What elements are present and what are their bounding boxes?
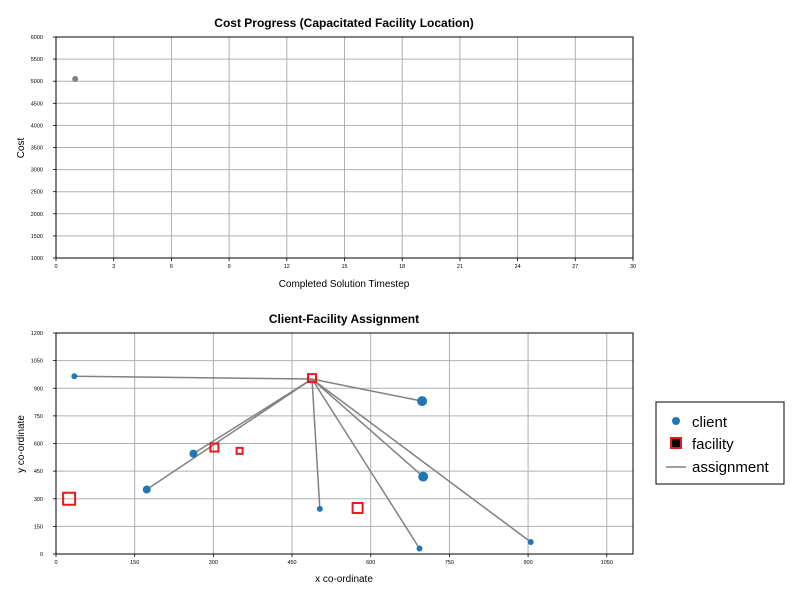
- x-tick-label: 300: [209, 560, 218, 566]
- y-tick-label: 150: [34, 524, 43, 530]
- y-tick-label: 0: [40, 552, 43, 558]
- assignment-lines: [74, 375, 532, 549]
- assignment-line: [311, 378, 532, 543]
- y-tick-label: 5000: [31, 79, 43, 85]
- x-tick-label: 9: [228, 264, 231, 270]
- x-tick-label: 30: [630, 264, 636, 270]
- cost-chart-title: Cost Progress (Capacitated Facility Loca…: [214, 16, 473, 30]
- assignment-chart-xlabel: x co-ordinate: [315, 574, 373, 585]
- assignment-chart-frame: [55, 332, 634, 555]
- facility-marker: [235, 446, 244, 455]
- x-tick-label: 1050: [601, 560, 613, 566]
- x-tick-label: 24: [515, 264, 521, 270]
- assignment-chart-title: Client-Facility Assignment: [269, 312, 419, 326]
- assignment-chart-ticks: 0 150 300 450 600 750 900 1050 0 150 300 450 600 750 9…: [31, 331, 613, 566]
- y-tick-label: 1000: [31, 256, 43, 262]
- assignment-line: [74, 375, 312, 380]
- assignment-chart-ylabel: y co-ordinate: [16, 415, 27, 473]
- assignment-chart: Client-Facility Assignment 0 150 300 450 600…: [16, 312, 634, 585]
- y-tick-label: 2500: [31, 190, 43, 196]
- x-tick-label: 15: [341, 264, 347, 270]
- client-point: [527, 539, 534, 546]
- assignment-line: [311, 378, 424, 478]
- facility-points: [62, 373, 364, 514]
- client-point: [189, 449, 198, 458]
- cost-chart-xlabel: Completed Solution Timestep: [279, 279, 410, 290]
- client-point: [418, 471, 429, 482]
- cost-point: [72, 75, 79, 82]
- client-points: [71, 373, 534, 552]
- y-tick-label: 3500: [31, 146, 43, 152]
- y-tick-label: 5500: [31, 57, 43, 63]
- legend-facility-marker: [670, 437, 682, 449]
- x-tick-label: 450: [287, 560, 296, 566]
- x-tick-label: 27: [572, 264, 578, 270]
- client-point: [416, 545, 423, 552]
- x-tick-label: 150: [130, 560, 139, 566]
- legend: client facility assignment: [655, 401, 785, 485]
- legend-facility-label: facility: [692, 436, 734, 453]
- assignment-line: [311, 378, 421, 549]
- client-point: [316, 505, 323, 512]
- cost-chart-ylabel: Cost: [16, 137, 27, 158]
- assignment-line: [311, 378, 423, 402]
- y-tick-label: 4500: [31, 101, 43, 107]
- legend-client-label: client: [692, 414, 728, 431]
- assignment-chart-grid: [55, 332, 633, 555]
- x-tick-label: 18: [399, 264, 405, 270]
- y-tick-label: 300: [34, 497, 43, 503]
- facility-marker: [351, 501, 364, 514]
- x-tick-label: 900: [523, 560, 532, 566]
- facility-marker: [209, 442, 220, 453]
- x-tick-label: 750: [445, 560, 454, 566]
- cost-progress-chart: Cost Progress (Capacitated Facility Loca…: [16, 16, 636, 290]
- x-tick-label: 3: [112, 264, 115, 270]
- x-tick-label: 0: [54, 560, 57, 566]
- y-tick-label: 1500: [31, 234, 43, 240]
- x-tick-label: 600: [366, 560, 375, 566]
- y-tick-label: 600: [34, 442, 43, 448]
- client-point: [71, 373, 78, 380]
- cost-chart-grid: [55, 36, 634, 259]
- facility-marker: [306, 373, 317, 384]
- y-tick-label: 450: [34, 469, 43, 475]
- client-point: [417, 396, 428, 407]
- assignment-line: [311, 378, 321, 509]
- client-point: [142, 485, 151, 494]
- y-tick-label: 900: [34, 386, 43, 392]
- y-tick-label: 2000: [31, 212, 43, 218]
- x-tick-label: 12: [284, 264, 290, 270]
- x-tick-label: 0: [54, 264, 57, 270]
- cost-chart-frame: [55, 36, 634, 259]
- x-tick-label: 6: [170, 264, 173, 270]
- cost-chart-ticks: 0 3 6 9 12 15 18 21 24 27 30 1000 1500 2000 2500 3000 35…: [31, 35, 636, 270]
- y-tick-label: 3000: [31, 168, 43, 174]
- legend-assignment-label: assignment: [692, 459, 770, 476]
- assignment-line: [146, 378, 313, 491]
- x-tick-label: 21: [457, 264, 463, 270]
- y-tick-label: 6000: [31, 35, 43, 41]
- legend-client-marker: [672, 417, 680, 425]
- y-tick-label: 750: [34, 414, 43, 420]
- y-tick-label: 1200: [31, 331, 43, 337]
- y-tick-label: 1050: [31, 359, 43, 365]
- cost-chart-points: [72, 75, 79, 82]
- facility-marker: [62, 491, 77, 506]
- assignment-line: [193, 378, 313, 455]
- y-tick-label: 4000: [31, 123, 43, 129]
